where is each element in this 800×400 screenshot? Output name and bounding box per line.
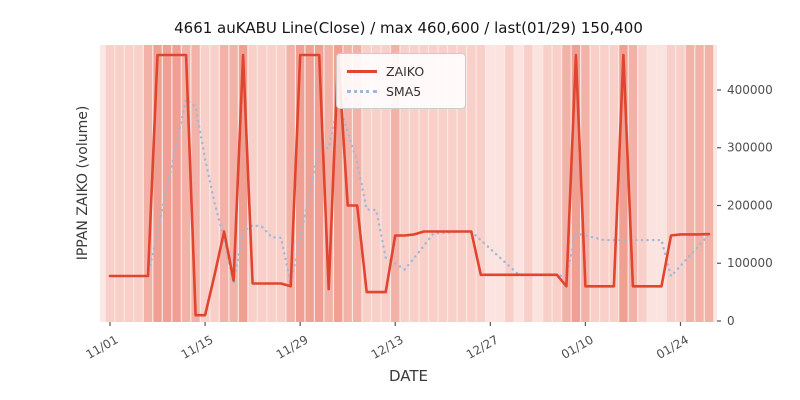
day-band — [600, 45, 609, 322]
day-band — [286, 45, 295, 322]
day-band — [238, 45, 248, 322]
day-band — [704, 45, 714, 322]
day-band — [276, 45, 286, 322]
day-band — [391, 45, 400, 322]
x-tick-label: 12/27 — [464, 332, 501, 361]
day-band — [571, 45, 581, 322]
x-tick-label: 11/01 — [84, 332, 121, 361]
day-band — [381, 45, 390, 322]
y-tick-label: 100000 — [727, 256, 773, 270]
x-tick-label: 11/29 — [274, 332, 311, 361]
day-band — [514, 45, 523, 322]
day-band — [628, 45, 638, 322]
y-tick-label: 0 — [727, 314, 735, 328]
y-axis-ticks: 0 100000 200000 300000 400000 — [717, 83, 773, 328]
day-band — [495, 45, 504, 322]
day-band — [229, 45, 238, 322]
day-band — [562, 45, 571, 322]
day-band — [419, 45, 428, 322]
day-band — [543, 45, 552, 322]
day-band — [476, 45, 485, 322]
day-band — [362, 45, 371, 322]
x-tick-label: 11/15 — [179, 332, 216, 361]
day-band — [410, 45, 419, 322]
day-band — [248, 45, 257, 322]
day-band — [324, 45, 333, 322]
day-band — [315, 45, 324, 322]
day-band — [105, 45, 115, 322]
day-band — [219, 45, 229, 322]
day-band — [124, 45, 134, 322]
day-band — [153, 45, 162, 322]
day-band — [676, 45, 685, 322]
day-band — [429, 45, 438, 322]
day-band — [448, 45, 457, 322]
day-band — [552, 45, 562, 322]
legend-item-sma5: SMA5 — [347, 81, 455, 101]
day-band — [581, 45, 590, 322]
day-band — [400, 45, 409, 322]
legend-label-sma5: SMA5 — [386, 83, 422, 99]
day-band — [467, 45, 476, 322]
day-band — [334, 45, 343, 322]
legend-item-zaiko: ZAIKO — [347, 61, 455, 81]
day-band — [191, 45, 200, 322]
day-band — [666, 45, 676, 322]
x-tick-label: 01/24 — [654, 332, 691, 361]
sma5-line-sample — [347, 89, 377, 93]
day-band — [590, 45, 600, 322]
day-band — [305, 45, 314, 322]
y-tick-label: 200000 — [727, 198, 773, 212]
day-band — [353, 45, 362, 322]
day-band — [486, 45, 495, 322]
day-band — [143, 45, 153, 322]
day-band — [647, 45, 657, 322]
x-tick-label: 01/10 — [559, 332, 596, 361]
day-band — [115, 45, 124, 322]
day-band — [210, 45, 219, 322]
day-band — [296, 45, 305, 322]
day-band — [638, 45, 647, 322]
day-band — [181, 45, 191, 322]
day-band — [457, 45, 466, 322]
day-band — [524, 45, 533, 322]
day-band — [172, 45, 181, 322]
day-band — [695, 45, 704, 322]
legend-label-zaiko: ZAIKO — [386, 63, 425, 79]
chart-title: 4661 auKABU Line(Close) / max 460,600 / … — [174, 19, 643, 37]
day-band — [343, 45, 352, 322]
x-axis-label: DATE — [388, 367, 429, 385]
day-band — [533, 45, 543, 322]
sma5-line — [146, 97, 711, 285]
day-band — [372, 45, 381, 322]
zaiko-line — [108, 53, 711, 317]
day-band — [134, 45, 143, 322]
y-tick-label: 300000 — [727, 141, 773, 155]
day-band — [438, 45, 447, 322]
day-band — [657, 45, 666, 322]
day-band — [619, 45, 628, 322]
day-band — [609, 45, 619, 322]
day-band — [685, 45, 695, 322]
x-axis-ticks: 11/01 11/15 11/29 12/13 12/27 01/10 01/24 — [84, 322, 691, 362]
zaiko-line-sample — [347, 69, 377, 73]
day-band — [505, 45, 514, 322]
legend: ZAIKO SMA5 — [336, 53, 466, 109]
day-band — [200, 45, 210, 322]
y-tick-label: 400000 — [727, 83, 773, 97]
x-tick-label: 12/13 — [369, 332, 406, 361]
day-band — [267, 45, 276, 322]
day-band — [257, 45, 267, 322]
